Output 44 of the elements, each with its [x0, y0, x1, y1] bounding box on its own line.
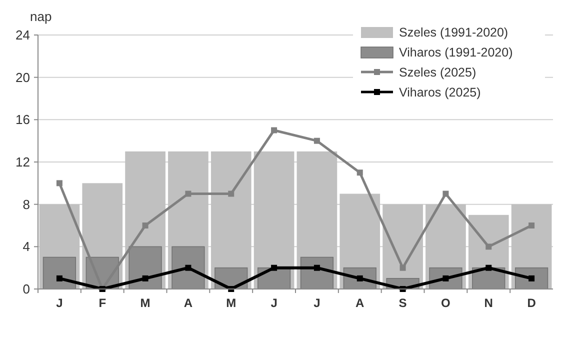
x-tick-label: A	[184, 296, 193, 310]
point	[228, 190, 234, 197]
x-tick-label: J	[56, 296, 63, 310]
x-tick-label: A	[356, 296, 365, 310]
x-tick-label: N	[484, 296, 493, 310]
y-tick-label: 24	[16, 28, 30, 43]
y-tick-label: 4	[22, 239, 30, 254]
point	[486, 244, 492, 250]
x-tick-label: S	[398, 296, 407, 310]
x-tick-label: F	[98, 296, 106, 310]
point	[314, 264, 320, 271]
y-tick-label: 12	[16, 154, 30, 170]
x-tick-label: M	[140, 296, 150, 310]
x-tick-label: D	[527, 296, 536, 310]
legend-label: Viharos (1991-2020)	[399, 45, 513, 60]
point	[528, 222, 535, 228]
point	[185, 190, 192, 197]
legend-label: Viharos (2025)	[399, 85, 481, 100]
point	[142, 275, 148, 282]
y-tick-label: 0	[22, 282, 30, 297]
y-tick-label: 16	[16, 112, 30, 128]
legend-label: Szeles (2025)	[399, 65, 476, 80]
point	[56, 180, 62, 186]
point	[185, 264, 192, 271]
point	[400, 264, 406, 271]
point	[442, 275, 449, 282]
x-tick-label: M	[226, 296, 236, 310]
legend-label: Szeles (1991-2020)	[399, 25, 508, 40]
y-tick-label: 8	[22, 196, 30, 212]
x-tick-label: O	[441, 296, 450, 310]
y-tick-label: 20	[16, 70, 30, 85]
y-axis-title: nap	[30, 9, 52, 24]
point	[356, 275, 363, 282]
point	[314, 138, 320, 144]
point	[442, 190, 449, 197]
point	[356, 170, 363, 176]
point	[486, 264, 492, 271]
point	[142, 222, 148, 228]
point	[528, 275, 535, 282]
point	[271, 264, 278, 271]
point	[56, 275, 62, 282]
x-tick-label: J	[314, 296, 320, 310]
point	[271, 127, 278, 134]
x-tick-label: J	[270, 296, 278, 310]
